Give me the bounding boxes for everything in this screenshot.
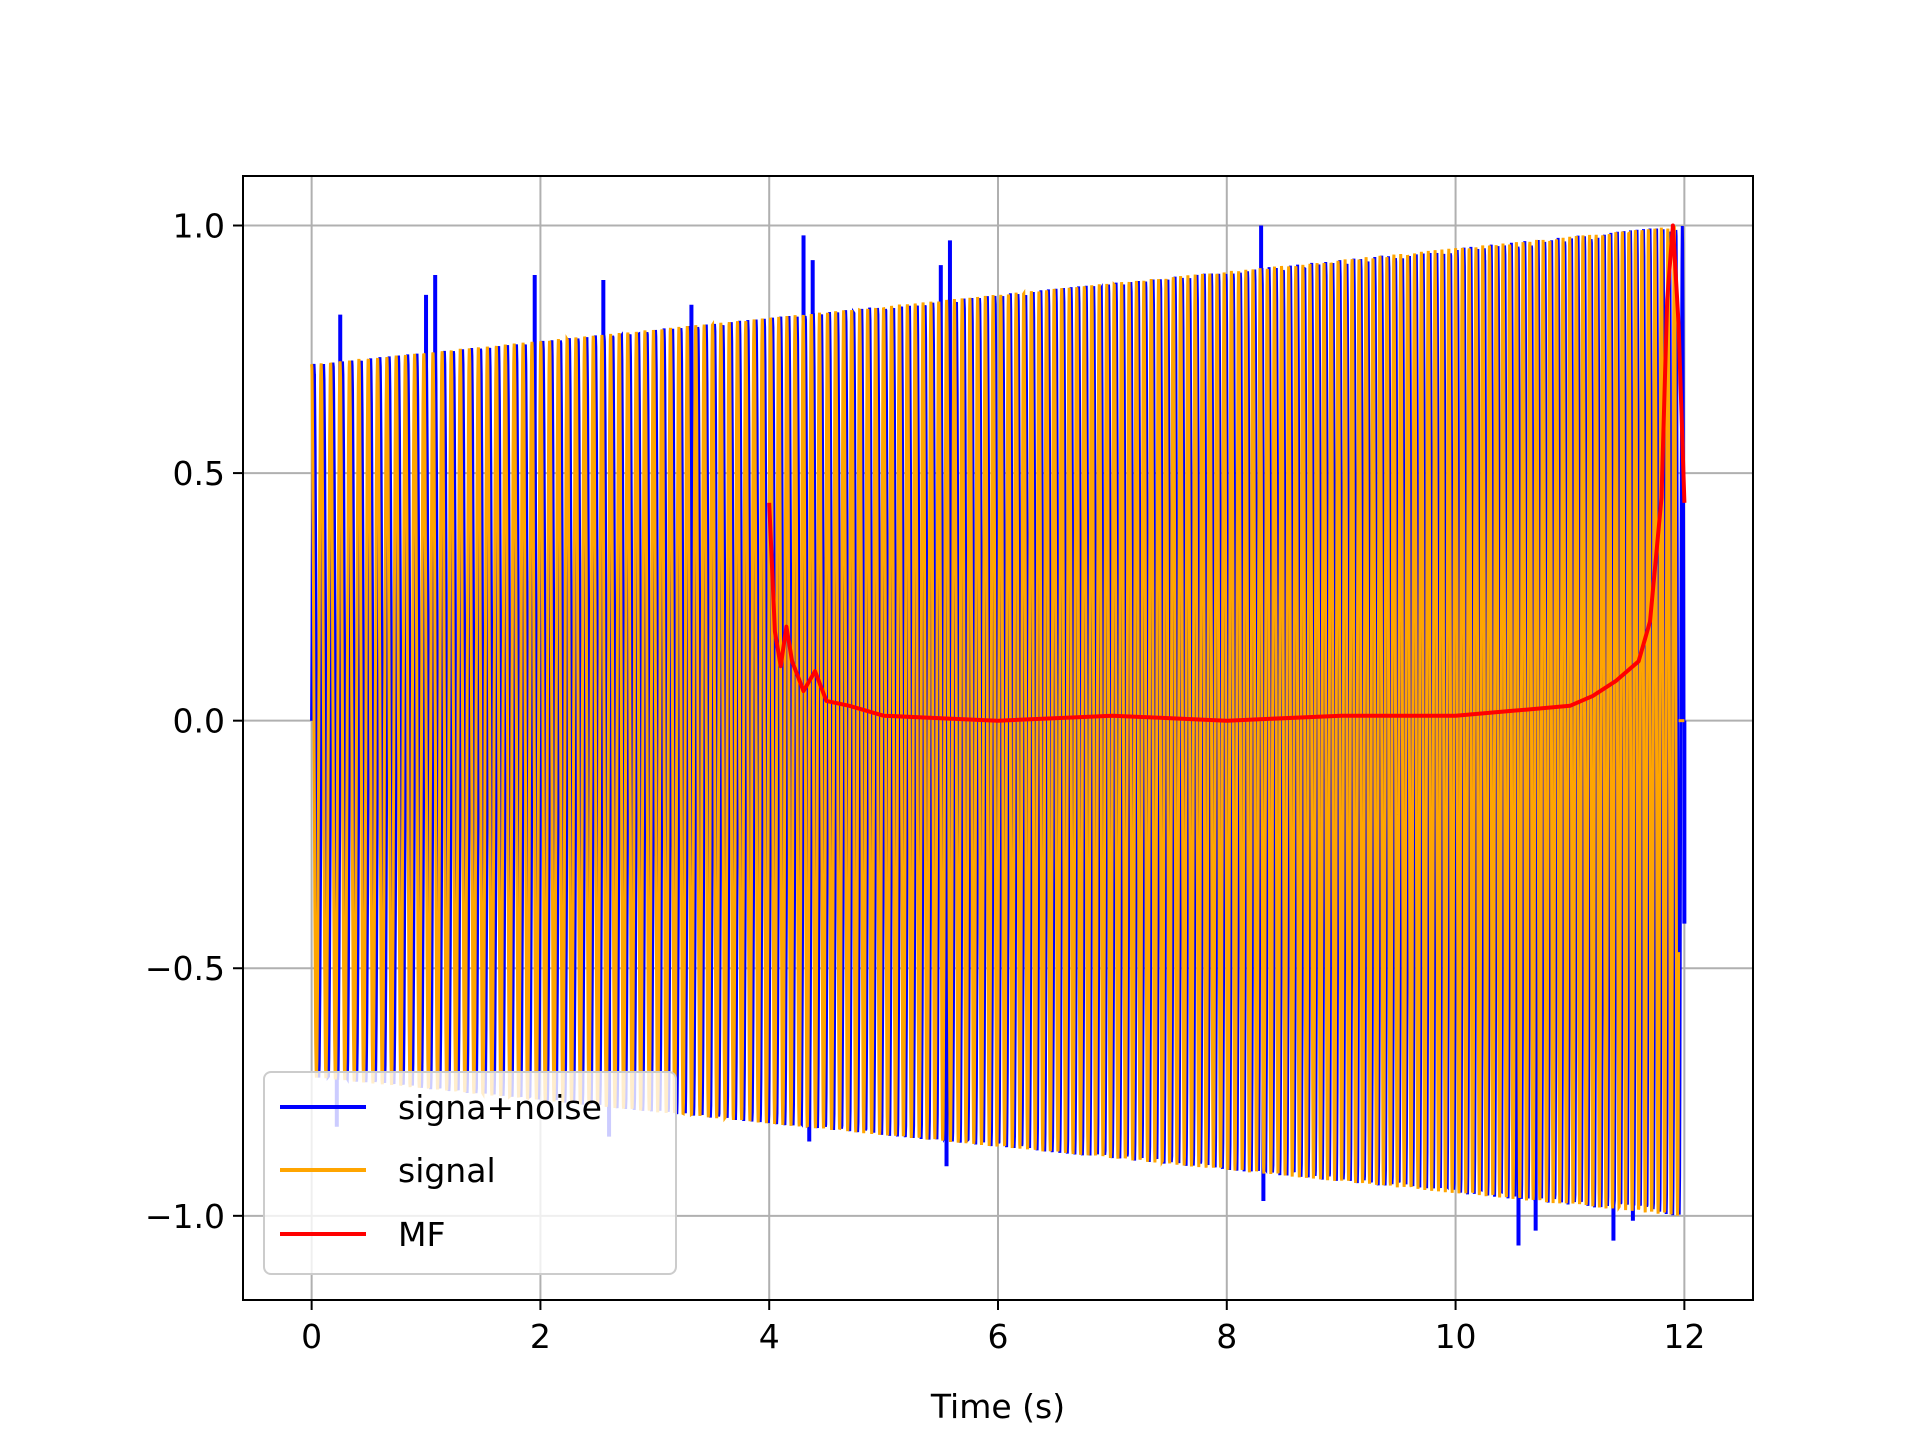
x-tick-label: 4 xyxy=(759,1317,780,1356)
legend: signa+noise signal MF xyxy=(263,1071,677,1275)
series-signal-line xyxy=(310,225,1681,1216)
y-tick-label: 0.0 xyxy=(173,702,225,741)
series-layer xyxy=(310,223,1687,1246)
legend-label-mf: MF xyxy=(398,1215,445,1254)
x-tick-label: 0 xyxy=(301,1317,322,1356)
legend-box xyxy=(263,1071,677,1275)
y-axis: −1.0 −0.5 0.0 0.5 1.0 xyxy=(145,207,243,1236)
y-tick-label: −0.5 xyxy=(145,949,225,988)
x-tick-label: 10 xyxy=(1435,1317,1477,1356)
legend-label-signa-noise: signa+noise xyxy=(398,1088,602,1127)
y-tick-label: −1.0 xyxy=(145,1197,225,1236)
x-axis-label: Time (s) xyxy=(930,1387,1065,1426)
series-mf-line xyxy=(767,223,1687,723)
legend-label-signal: signal xyxy=(398,1151,496,1190)
y-tick-label: 1.0 xyxy=(173,207,225,246)
x-tick-label: 6 xyxy=(988,1317,1009,1356)
y-tick-label: 0.5 xyxy=(173,454,225,493)
x-axis: 0 2 4 6 8 10 12 xyxy=(301,1300,1705,1356)
x-tick-label: 8 xyxy=(1216,1317,1237,1356)
x-tick-label: 2 xyxy=(530,1317,551,1356)
x-tick-label: 12 xyxy=(1663,1317,1705,1356)
